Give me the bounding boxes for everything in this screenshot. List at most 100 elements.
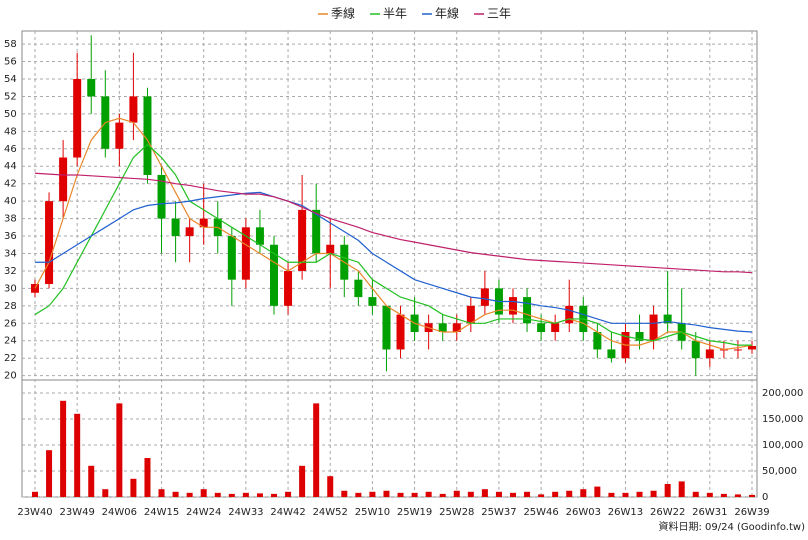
x-tick-label: 24W06: [102, 507, 137, 518]
y-tick-label: 36: [4, 231, 17, 242]
volume-bar: [425, 491, 432, 497]
y-tick-label: 40: [4, 196, 17, 207]
candle-body: [635, 332, 644, 341]
candle-body: [227, 236, 236, 280]
candle-body: [73, 78, 82, 158]
candle-body: [705, 349, 714, 359]
x-tick-label: 26W13: [608, 507, 643, 518]
candle-body: [438, 323, 447, 333]
volume-bar: [734, 494, 741, 497]
volume-bar: [355, 492, 362, 497]
x-tick-label: 24W15: [144, 507, 179, 518]
volume-bar: [397, 492, 404, 497]
y-tick-label: 50: [4, 109, 17, 120]
volume-bar: [636, 491, 643, 497]
volume-bar: [594, 486, 601, 497]
volume-bar: [256, 493, 263, 497]
candle-body: [593, 332, 602, 350]
x-tick-label: 25W10: [355, 507, 390, 518]
y-tick-label: 42: [4, 179, 17, 190]
y-tick-label: 46: [4, 144, 17, 155]
candle-body: [199, 218, 208, 228]
volume-bar: [299, 465, 306, 497]
candle-body: [326, 244, 335, 254]
volume-bar: [664, 484, 671, 497]
candle-body: [509, 297, 517, 315]
volume-bar: [510, 492, 516, 497]
volume-bar: [144, 458, 151, 497]
volume-bar: [369, 491, 376, 497]
volume-bar: [467, 491, 474, 497]
volume-bar: [116, 403, 123, 497]
candle-body: [523, 297, 532, 324]
candle-body: [298, 209, 307, 271]
y-tick-label: 20: [4, 371, 17, 382]
volume-bar: [580, 489, 587, 497]
candle-body: [537, 323, 546, 333]
y-tick-label: 32: [4, 266, 17, 277]
volume-bar: [172, 491, 179, 497]
candle-body: [748, 345, 756, 350]
x-tick-label: 23W49: [60, 507, 95, 518]
volume-bar: [622, 492, 629, 497]
x-tick-label: 26W39: [734, 507, 769, 518]
candle-body: [312, 209, 321, 254]
candle-body: [649, 314, 658, 341]
y-tick-label: 26: [4, 318, 17, 329]
candle-body: [270, 244, 278, 306]
volume-bar: [524, 491, 531, 497]
candle-body: [396, 314, 405, 350]
candle-body: [185, 227, 194, 237]
y-tick-label: 28: [4, 301, 17, 312]
volume-bar: [341, 490, 348, 497]
volume-bar: [130, 478, 137, 497]
y-tick-label: 58: [4, 39, 17, 50]
volume-bar: [74, 413, 81, 497]
legend-label: 半年: [383, 7, 407, 21]
volume-bar: [720, 493, 727, 497]
candle-body: [129, 96, 138, 123]
y-tick-label: 150,000: [762, 414, 803, 425]
y-tick-label: 22: [4, 353, 17, 364]
candle-body: [691, 340, 700, 359]
candle-body: [115, 122, 124, 149]
y-tick-label: 54: [4, 74, 17, 85]
volume-bar: [692, 491, 699, 497]
x-tick-label: 24W24: [186, 507, 221, 518]
legend-label: 季線: [331, 6, 355, 21]
candle-body: [382, 305, 391, 350]
candle-body: [241, 227, 250, 280]
candle-body: [87, 78, 96, 97]
x-tick-label: 26W22: [650, 507, 685, 518]
volume-bar: [650, 490, 657, 497]
y-tick-label: 48: [4, 126, 17, 137]
volume-bar: [88, 465, 95, 497]
volume-bar: [186, 492, 193, 497]
legend-label: 三年: [487, 7, 511, 21]
volume-bar: [439, 493, 446, 497]
volume-bar: [608, 492, 615, 497]
volume-bar: [678, 481, 685, 497]
x-tick-label: 26W03: [566, 507, 601, 518]
y-tick-label: 34: [4, 248, 17, 259]
volume-bar: [552, 491, 559, 497]
candle-body: [284, 270, 293, 306]
x-tick-label: 23W40: [17, 507, 52, 518]
candle-body: [480, 288, 489, 306]
candle-body: [607, 349, 616, 359]
ma-line: [35, 191, 753, 333]
volume-bar: [214, 492, 221, 497]
x-tick-label: 24W33: [228, 507, 263, 518]
volume-bar: [453, 490, 460, 497]
ma-line: [34, 172, 753, 274]
candle-body: [354, 279, 363, 298]
candle-body: [452, 323, 461, 333]
candle-body: [59, 157, 68, 202]
volume-bar: [749, 494, 755, 497]
ma-line: [34, 117, 753, 351]
legend-label: 年線: [435, 6, 459, 21]
volume-bar: [481, 489, 488, 497]
y-tick-label: 38: [4, 214, 17, 225]
volume-bar: [242, 492, 249, 497]
